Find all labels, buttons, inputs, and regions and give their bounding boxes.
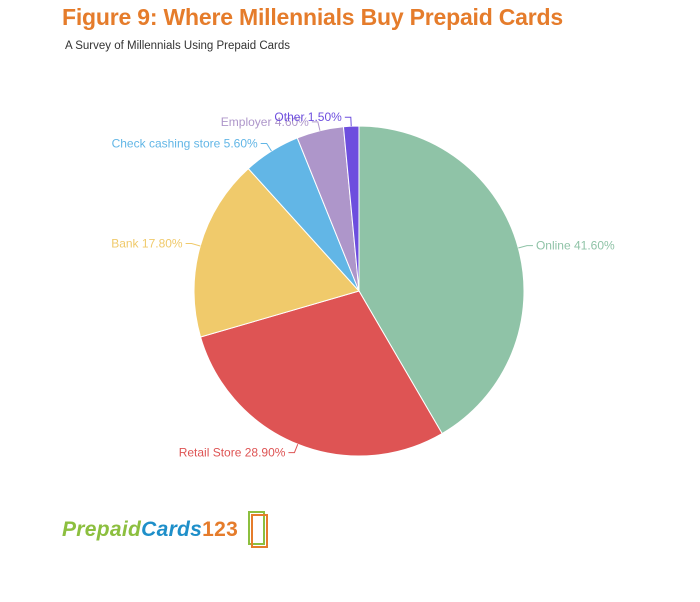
pie-label-retail-store: Retail Store 28.90% bbox=[179, 446, 286, 460]
pie-label-bank: Bank 17.80% bbox=[111, 237, 183, 251]
pie-label-check-cashing-store: Check cashing store 5.60% bbox=[112, 137, 258, 151]
pie-leader-line-check-cashing-store bbox=[260, 143, 272, 152]
pie-label-employer: Employer 4.60% bbox=[221, 115, 309, 129]
logo-text-123: 123 bbox=[202, 518, 239, 541]
pie-leader-line-retail-store bbox=[288, 444, 299, 454]
chart-subtitle: A Survey of Millennials Using Prepaid Ca… bbox=[65, 40, 290, 52]
logo-text-prepaid: Prepaid bbox=[62, 518, 142, 541]
pie-leader-line-bank bbox=[185, 243, 201, 247]
logo-text-cards: Cards bbox=[141, 518, 203, 541]
pie-slice-retail-store bbox=[199, 290, 443, 457]
logo-cards-icon bbox=[248, 511, 268, 548]
pie-slice-online bbox=[358, 125, 525, 435]
pie-leader-line-online bbox=[518, 245, 533, 249]
pie-slice-bank bbox=[193, 167, 360, 338]
pie-label-online: Online 41.60% bbox=[536, 239, 615, 253]
chart-title: Figure 9: Where Millennials Buy Prepaid … bbox=[62, 4, 563, 30]
pie-label-other: Other 1.50% bbox=[274, 110, 342, 124]
pie-leader-line-employer bbox=[311, 121, 321, 131]
pie-leader-line-other bbox=[344, 116, 352, 127]
